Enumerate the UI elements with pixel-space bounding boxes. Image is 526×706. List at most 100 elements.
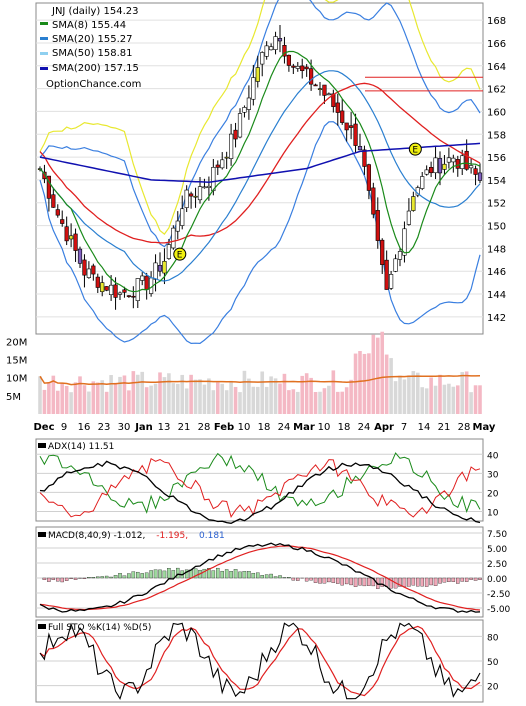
macd-marks [39,542,482,613]
volume-bar [344,387,349,414]
volume-bar [51,375,56,414]
price-y-ticks: 142 144 146 148 150 152 154 156 158 160 162 164 166 1… [487,16,506,324]
indicator-tick-label: 20 [487,489,499,499]
earnings-marker-label: E [177,251,183,261]
macd-histogram-bar [233,569,238,579]
candle-body [442,163,447,170]
volume-bar [247,378,251,414]
candle-body [300,65,305,72]
macd-histogram-bar [287,577,291,579]
macd-histogram-bar [456,577,460,584]
volume-bar [340,391,345,414]
x-axis-label: 21 [178,422,191,433]
indicator-tick-label: 30 [487,470,499,480]
candle-body [309,68,314,85]
macd-histogram-bar [380,577,384,587]
macd-histogram-bar [109,576,113,579]
candle-body [197,186,203,201]
candle-body [313,84,318,87]
volume-bar [464,371,469,414]
candle-body [429,166,434,174]
volume-bar [180,374,185,414]
macd-histogram-bar [144,572,149,579]
macd-histogram-bar [127,573,131,579]
macd-histogram-bar [344,577,349,585]
macd-histogram-bar [438,577,442,584]
volume-bar [47,382,51,414]
volume-bar [318,391,322,414]
adx-grid [36,453,483,512]
volume-bar [87,391,91,414]
macd-histogram-bar [104,575,109,579]
macd-histogram-bar [82,577,87,579]
volume-bar [362,353,367,414]
macd-histogram-bar [193,568,198,579]
volume-y-ticks: 20M 15M 10M 5M [6,337,27,403]
price-tick-label: 166 [487,39,506,50]
candle-body [433,157,438,174]
macd-histogram-bar [211,570,216,579]
volume-bar [202,384,207,414]
candle-body [237,113,243,138]
volume-bar [91,381,96,414]
macd-histogram-bar [358,577,362,586]
candle-body [64,226,69,242]
candle-body [171,227,176,249]
candle-body [153,262,158,280]
macd-legend-hist: 0.181 [199,531,225,541]
candle-body [353,123,358,146]
macd-histogram-bar [424,577,429,587]
candle-body [229,133,234,159]
macd-histogram-bar [349,577,353,586]
volume-bar [198,379,202,414]
macd-line [39,542,481,613]
adx-line [39,460,481,524]
indicator-tick-label: 40 [487,451,499,461]
volume-bar [438,374,442,414]
macd-histogram-bar [260,575,264,579]
candle-body [55,209,60,216]
candle-body [162,260,167,274]
macd-histogram-bar [167,568,171,579]
legend-sma8: SMA(8) 155.44 [52,20,126,31]
indicator-tick-label: 80 [487,633,499,643]
x-axis-label: 28 [458,422,471,433]
macd-histogram-bar [100,576,104,579]
candle-body [184,189,189,208]
volume-bar [69,392,73,414]
candle-body [420,176,425,189]
price-tick-label: 148 [487,244,506,255]
candle-body [60,219,65,224]
macd-histogram-bar [207,568,211,579]
candle-body [166,244,171,259]
price-legend: JNJ (daily) 154.23 SMA(8) 155.44 SMA(20)… [40,6,141,90]
candle-body [451,157,456,163]
volume-bar [398,375,402,414]
x-axis-label: 14 [418,422,431,433]
indicator-tick-label: 10 [487,508,499,518]
macd-histogram-bar [362,577,367,587]
macd-histogram-bar [251,572,256,579]
volume-bar [273,378,278,414]
macd-histogram-bar [256,572,260,579]
candle-body [277,38,283,42]
x-axis-label: 24 [278,422,291,433]
x-axis-label: 24 [358,422,371,433]
volume-bar [287,390,291,414]
x-axis-label: 18 [258,422,271,433]
macd-legend: MACD(8,40,9) -1.012, -1.195, 0.181 [48,531,225,541]
sto-k-line [39,622,481,701]
macd-histogram-bar [47,577,51,582]
volume-bar [60,383,65,414]
macd-histogram-bar [51,577,56,580]
macd-histogram-bar [327,577,331,583]
candle-body [206,185,211,188]
macd-histogram-bar [73,577,78,580]
macd-histogram-bar [247,571,251,579]
price-tick-label: 152 [487,199,506,210]
macd-histogram-bar [291,577,296,581]
macd-histogram-bar [331,577,336,583]
candle-body [100,282,105,293]
sto-legend: Full STO %K(14) %D(5) [48,623,151,633]
volume-bar [122,375,127,414]
